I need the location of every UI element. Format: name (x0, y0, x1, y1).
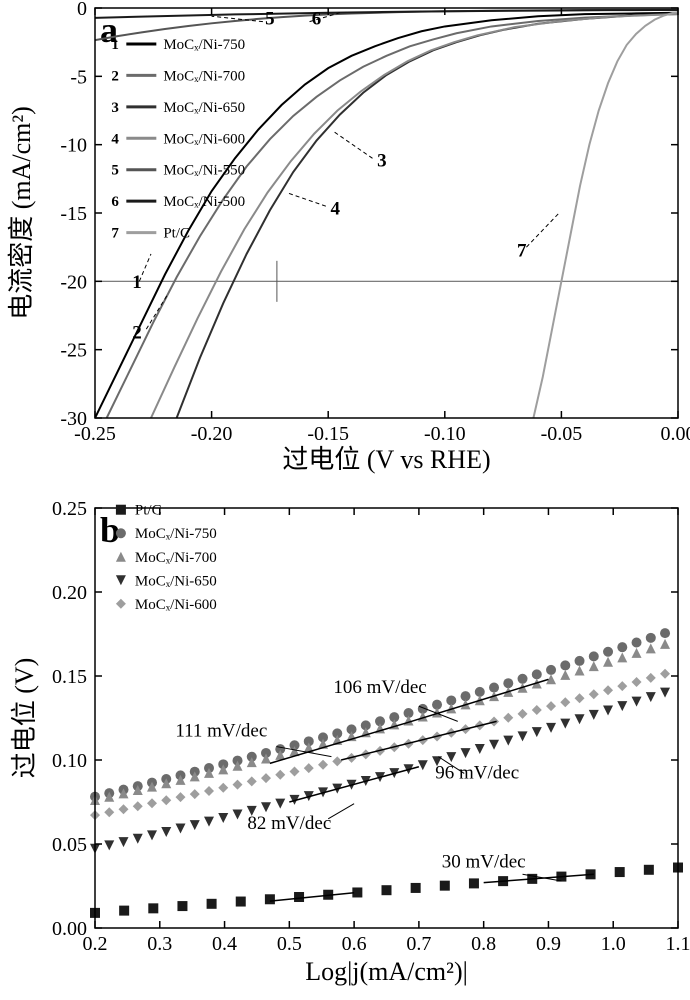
svg-text:0.00: 0.00 (52, 918, 87, 940)
legend-num-7: 7 (111, 226, 119, 242)
svg-text:0: 0 (77, 0, 87, 20)
svg-text:-20: -20 (60, 271, 87, 293)
tafel-fit (406, 679, 549, 723)
svg-text:0.20: 0.20 (52, 582, 87, 604)
curve-annot-5: 5 (265, 8, 275, 29)
svg-text:-15: -15 (60, 203, 87, 225)
legend-label-7: Pt/C (163, 226, 190, 242)
curve-annot-4: 4 (330, 198, 340, 219)
legend-label-2: MoCₓ/Ni-700 (163, 68, 245, 84)
tafel-fit (270, 893, 354, 901)
slope-annot: 106 mV/dec (333, 677, 426, 698)
svg-text:-0.05: -0.05 (541, 423, 583, 445)
legend-label-1: MoCₓ/Ni-750 (163, 37, 245, 53)
svg-text:0.3: 0.3 (147, 933, 172, 955)
svg-text:0.5: 0.5 (277, 933, 302, 955)
svg-text:1.0: 1.0 (601, 933, 626, 955)
svg-text:0.00: 0.00 (661, 423, 690, 445)
legend-num-3: 3 (111, 100, 119, 116)
x-axis-title-a: 过电位 (V vs RHE) (282, 445, 490, 474)
svg-text:-0.15: -0.15 (307, 423, 349, 445)
y-axis-title-a: 电流密度 (mA/cm²) (7, 106, 36, 320)
legend-num-2: 2 (111, 68, 119, 84)
legend-num-1: 1 (111, 37, 119, 53)
curve-PtC (533, 12, 678, 418)
panel-a: a-0.25-0.20-0.15-0.10-0.050.00-30-25-20-… (0, 0, 690, 480)
panel-letter-b: b (100, 510, 120, 550)
svg-text:-0.20: -0.20 (191, 423, 233, 445)
legend-num-6: 6 (111, 194, 119, 210)
svg-text:0.15: 0.15 (52, 666, 87, 688)
svg-text:0.10: 0.10 (52, 750, 87, 772)
svg-text:0.05: 0.05 (52, 834, 87, 856)
figure-root: a-0.25-0.20-0.15-0.10-0.050.00-30-25-20-… (0, 0, 690, 1000)
svg-text:0.25: 0.25 (52, 498, 87, 520)
legend-b-1: MoCₓ/Ni-750 (135, 526, 217, 542)
svg-text:0.4: 0.4 (212, 933, 237, 955)
svg-text:-0.10: -0.10 (424, 423, 466, 445)
svg-text:-10: -10 (60, 135, 87, 157)
legend-label-3: MoCₓ/Ni-650 (163, 100, 245, 116)
legend-label-5: MoCₓ/Ni-550 (163, 163, 245, 179)
legend-num-5: 5 (111, 163, 119, 179)
legend-label-4: MoCₓ/Ni-600 (163, 131, 245, 147)
legend-b-4: MoCₓ/Ni-600 (135, 597, 217, 613)
curve-annot-2: 2 (132, 323, 142, 344)
legend-label-6: MoCₓ/Ni-500 (163, 194, 245, 210)
svg-text:-25: -25 (60, 340, 87, 362)
legend-b-3: MoCₓ/Ni-650 (135, 573, 217, 589)
svg-text:-5: -5 (70, 66, 87, 88)
legend-num-4: 4 (111, 131, 119, 147)
svg-text:0.7: 0.7 (406, 933, 431, 955)
slope-annot: 111 mV/dec (175, 720, 267, 741)
slope-annot: 82 mV/dec (247, 813, 331, 834)
legend-b-0: Pt/C (135, 503, 162, 519)
slope-annot: 30 mV/dec (442, 852, 526, 873)
curve-annot-7: 7 (517, 241, 527, 262)
legend-b-2: MoCₓ/Ni-700 (135, 550, 217, 566)
curve-annot-6: 6 (312, 8, 322, 29)
svg-text:0.6: 0.6 (342, 933, 367, 955)
slope-annot: 96 mV/dec (435, 762, 519, 783)
svg-text:-30: -30 (60, 408, 87, 430)
svg-text:0.9: 0.9 (536, 933, 561, 955)
x-axis-title-b: Log|j(mA/cm²)| (305, 957, 468, 986)
curve-annot-3: 3 (377, 151, 387, 172)
y-axis-title-b: 过电位 (V) (10, 658, 39, 779)
svg-text:0.8: 0.8 (471, 933, 496, 955)
panel-b: b0.20.30.40.50.60.70.80.91.01.10.000.050… (0, 480, 690, 1000)
curve-annot-1: 1 (132, 272, 142, 293)
svg-text:1.1: 1.1 (666, 933, 690, 955)
